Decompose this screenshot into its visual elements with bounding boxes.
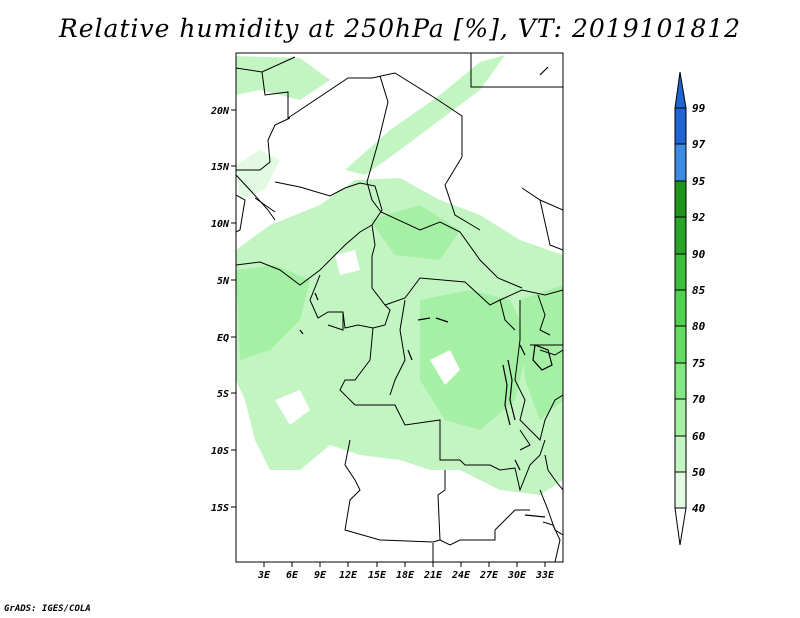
longitude-axis: 3E 6E 9E 12E 15E 18E 21E 24E 27E 30E 33E bbox=[257, 562, 555, 581]
lon-label-3e: 3E bbox=[257, 570, 271, 581]
map-frame bbox=[235, 52, 564, 563]
humidity-region-north bbox=[236, 56, 330, 100]
lon-label-6e: 6E bbox=[286, 570, 299, 581]
colorbar-segment-60-70 bbox=[674, 398, 687, 437]
lon-label-21e: 21E bbox=[423, 570, 443, 581]
humidity-core-1 bbox=[236, 265, 310, 360]
humidity-streak-ne bbox=[345, 55, 505, 175]
lon-label-9e: 9E bbox=[314, 570, 327, 581]
humidity-shading bbox=[236, 55, 563, 495]
humidity-core-3 bbox=[370, 205, 460, 260]
lat-label-10s: 10S bbox=[211, 446, 229, 457]
colorbar-top-arrow bbox=[674, 71, 687, 109]
lat-label-5n: 5N bbox=[217, 276, 230, 287]
lakes bbox=[299, 66, 553, 518]
colorbar-segment-92-95 bbox=[674, 180, 687, 218]
lat-label-15s: 15S bbox=[211, 503, 229, 514]
colorbar-segment-85-90 bbox=[674, 253, 687, 291]
colorbar-bottom-arrow bbox=[674, 507, 687, 546]
colorbar-label-97: 97 bbox=[692, 138, 706, 151]
lat-label-20n: 20N bbox=[210, 106, 230, 117]
humidity-gap-2 bbox=[335, 250, 360, 275]
credit-text: GrADS: IGES/COLA bbox=[4, 604, 91, 614]
lat-label-5s: 5S bbox=[217, 389, 229, 400]
colorbar-segment-75-80 bbox=[674, 325, 687, 364]
colorbar-label-85: 85 bbox=[692, 284, 706, 297]
chart-title: Relative humidity at 250hPa [%], VT: 201… bbox=[58, 14, 742, 43]
humidity-gap-1 bbox=[430, 350, 460, 385]
colorbar-label-90: 90 bbox=[692, 248, 706, 261]
colorbar-label-75: 75 bbox=[692, 357, 706, 370]
lat-label-10n: 10N bbox=[211, 219, 230, 230]
lon-label-24e: 24E bbox=[451, 570, 471, 581]
colorbar-segment-90-92 bbox=[674, 216, 687, 255]
colorbar-label-70: 70 bbox=[692, 393, 706, 406]
lat-label-15n: 15N bbox=[211, 162, 230, 173]
lon-label-12e: 12E bbox=[339, 570, 358, 581]
colorbar-segment-97-99 bbox=[674, 107, 687, 145]
colorbar-segment-80-85 bbox=[674, 289, 687, 327]
latitude-axis: 20N 15N 10N 5N EQ 5S 10S 15S bbox=[210, 106, 236, 514]
colorbar-label-92: 92 bbox=[692, 211, 706, 224]
lon-label-30e: 30E bbox=[507, 570, 527, 581]
colorbar-label-40: 40 bbox=[692, 502, 706, 515]
colorbar: 99 97 95 92 90 85 80 75 70 60 50 40 bbox=[674, 71, 706, 546]
colorbar-segment-95-97 bbox=[674, 143, 687, 182]
colorbar-label-50: 50 bbox=[692, 466, 706, 479]
lon-label-27e: 27E bbox=[479, 570, 499, 581]
lat-label-eq: EQ bbox=[217, 333, 229, 344]
colorbar-label-80: 80 bbox=[692, 320, 706, 333]
humidity-gap-3 bbox=[275, 390, 310, 425]
humidity-core-4 bbox=[520, 285, 563, 420]
humidity-patch-nw bbox=[236, 150, 280, 200]
lon-label-33e: 33E bbox=[535, 570, 555, 581]
colorbar-segment-40-50 bbox=[674, 471, 687, 509]
colorbar-segment-70-75 bbox=[674, 362, 687, 400]
colorbar-label-95: 95 bbox=[692, 175, 706, 188]
lon-label-15e: 15E bbox=[368, 570, 387, 581]
humidity-core-2 bbox=[420, 290, 530, 430]
colorbar-label-60: 60 bbox=[692, 430, 706, 443]
colorbar-segment-50-60 bbox=[674, 435, 687, 473]
country-borders bbox=[236, 53, 563, 562]
colorbar-label-99: 99 bbox=[692, 102, 706, 115]
lon-label-18e: 18E bbox=[396, 570, 415, 581]
